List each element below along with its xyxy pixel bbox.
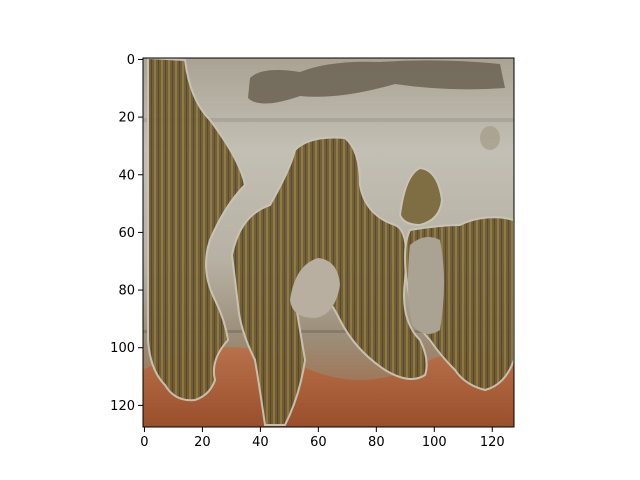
x-tick-label: 20 [194,435,211,450]
y-tick-label: 20 [118,111,135,126]
x-tick-label: 80 [368,435,385,450]
y-tick-label: 0 [127,53,135,68]
y-tick-label: 100 [110,341,135,356]
y-tick-label: 120 [110,399,135,414]
x-tick-label: 0 [140,435,148,450]
x-tick-label: 60 [310,435,327,450]
y-tick-label: 60 [118,226,135,241]
x-axis: 0 20 40 60 80 100 120 [140,427,505,450]
x-tick-label: 100 [422,435,447,450]
y-tick-label: 40 [118,168,135,183]
axes-frame [142,57,515,428]
y-tick-label: 80 [118,284,135,299]
x-tick-label: 120 [480,435,505,450]
heatmap-image [143,58,514,427]
x-tick-label: 40 [252,435,269,450]
y-axis: 0 20 40 60 80 100 120 [110,53,143,414]
